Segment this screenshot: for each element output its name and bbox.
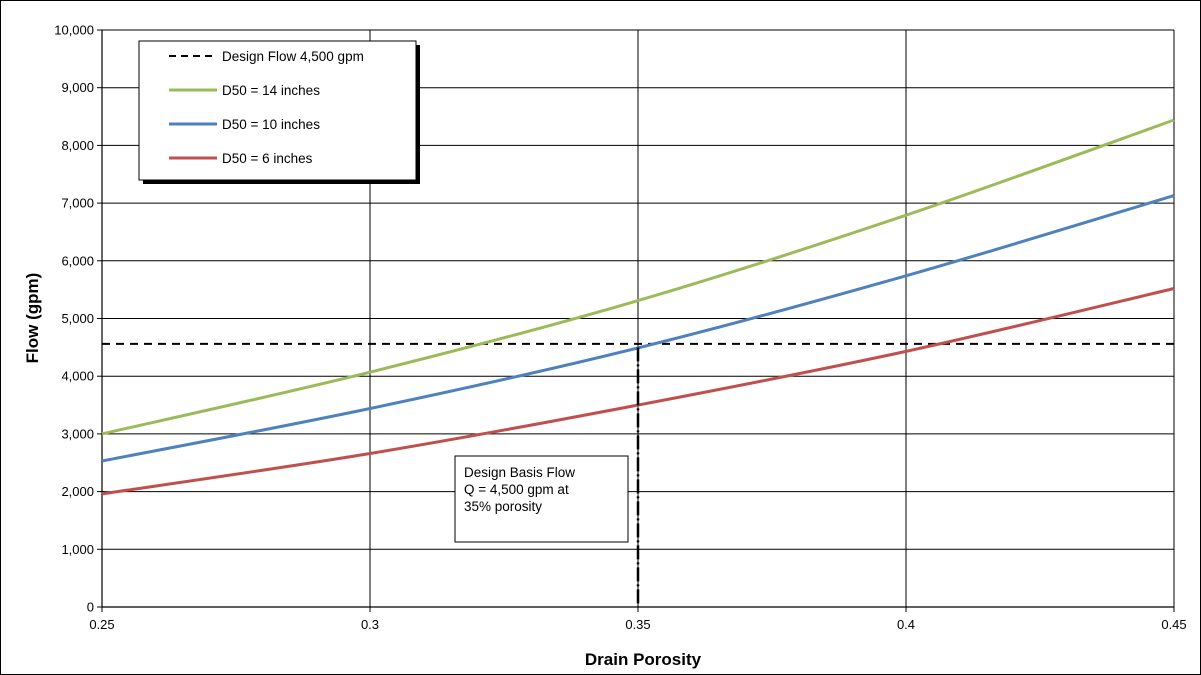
tick-labels: 0 1,000 2,000 3,000 4,000 5,000 6,000 7,000 8,00…: [54, 23, 1186, 633]
y-axis-title: Flow (gpm): [23, 273, 42, 364]
legend: Design Flow 4,500 gpm D50 = 14 inches D50 …: [138, 40, 420, 184]
x-tick-label: 0.3: [361, 617, 379, 632]
legend-label: D50 = 10 inches: [222, 117, 320, 132]
y-tick-label: 0: [87, 600, 94, 615]
x-tick-label: 0.25: [89, 617, 114, 632]
y-tick-label: 10,000: [54, 23, 94, 38]
design-basis-annotation: Design Basis Flow Q = 4,500 gpm at 35% por…: [454, 455, 629, 543]
y-tick-label: 4,000: [61, 369, 94, 384]
y-tick-label: 5,000: [61, 311, 94, 326]
x-tick-label: 0.35: [625, 617, 650, 632]
y-tick-label: 7,000: [61, 196, 94, 211]
y-tick-label: 2,000: [61, 484, 94, 499]
legend-label: Design Flow 4,500 gpm: [222, 49, 364, 64]
series-line-d50-14-inches: [101, 118, 1175, 436]
y-tick-label: 9,000: [61, 80, 94, 95]
annotation-line: Q = 4,500 gpm at: [464, 482, 569, 497]
x-tick-label: 0.45: [1161, 617, 1186, 632]
x-tick-label: 0.4: [897, 617, 915, 632]
annotation-box: [454, 455, 629, 543]
y-tick-label: 3,000: [61, 426, 94, 441]
annotation-line: Design Basis Flow: [464, 465, 575, 480]
y-tick-label: 8,000: [61, 138, 94, 153]
y-tick-label: 1,000: [61, 542, 94, 557]
y-tick-label: 6,000: [61, 253, 94, 268]
legend-label: D50 = 14 inches: [222, 83, 320, 98]
x-axis-title: Drain Porosity: [585, 650, 702, 669]
annotation-line: 35% porosity: [464, 499, 542, 514]
legend-label: D50 = 6 inches: [222, 151, 313, 166]
